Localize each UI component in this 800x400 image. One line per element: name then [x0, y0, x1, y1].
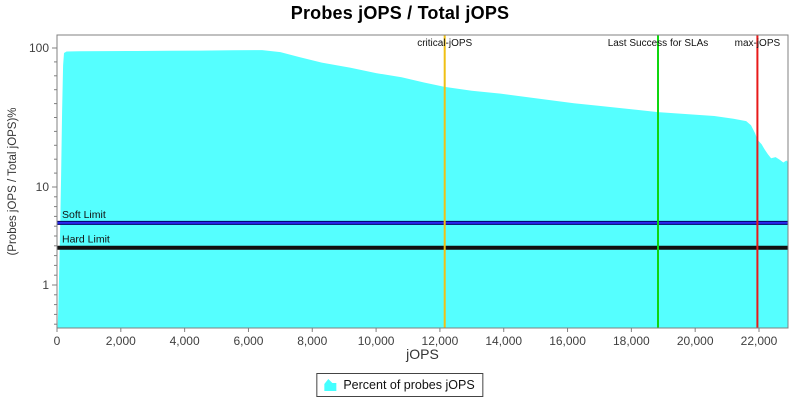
axis-ticks: 0 2,000 4,000 6,000 8,000 10,000 12,000 14,000 1… — [29, 41, 778, 348]
svg-text:8,000: 8,000 — [297, 334, 327, 348]
limit-lines: Soft Limit Hard Limit — [57, 209, 788, 250]
svg-text:20,000: 20,000 — [677, 334, 714, 348]
svg-text:16,000: 16,000 — [549, 334, 586, 348]
legend: Percent of probes jOPS — [316, 373, 484, 397]
legend-label: Percent of probes jOPS — [343, 378, 475, 392]
x-axis-label: jOPS — [405, 346, 439, 362]
svg-text:10: 10 — [36, 180, 50, 194]
svg-text:1: 1 — [42, 278, 49, 292]
svg-text:18,000: 18,000 — [613, 334, 650, 348]
svg-text:100: 100 — [29, 41, 49, 55]
area-series-swatch-icon — [324, 379, 337, 391]
limit-label: Hard Limit — [62, 234, 110, 246]
area-series — [57, 50, 788, 328]
plot-border — [56, 34, 789, 329]
svg-text:0: 0 — [54, 334, 61, 348]
limit-label: Soft Limit — [62, 209, 106, 221]
svg-text:2,000: 2,000 — [106, 334, 136, 348]
marker-label: Last Success for SLAs — [608, 38, 709, 49]
svg-text:12,000: 12,000 — [422, 334, 459, 348]
y-axis-label: (Probes jOPS / Total jOPS)% — [7, 107, 19, 255]
svg-text:14,000: 14,000 — [485, 334, 522, 348]
marker-label: max-jOPS — [735, 38, 781, 49]
svg-text:6,000: 6,000 — [233, 334, 263, 348]
svg-text:10,000: 10,000 — [358, 334, 395, 348]
marker-lines: critical-jOPS Last Success for SLAs max-jO… — [417, 35, 781, 328]
marker-label: critical-jOPS — [417, 38, 472, 49]
chart-title: Probes jOPS / Total jOPS — [290, 3, 510, 23]
svg-text:4,000: 4,000 — [170, 334, 200, 348]
svg-text:22,000: 22,000 — [741, 334, 778, 348]
